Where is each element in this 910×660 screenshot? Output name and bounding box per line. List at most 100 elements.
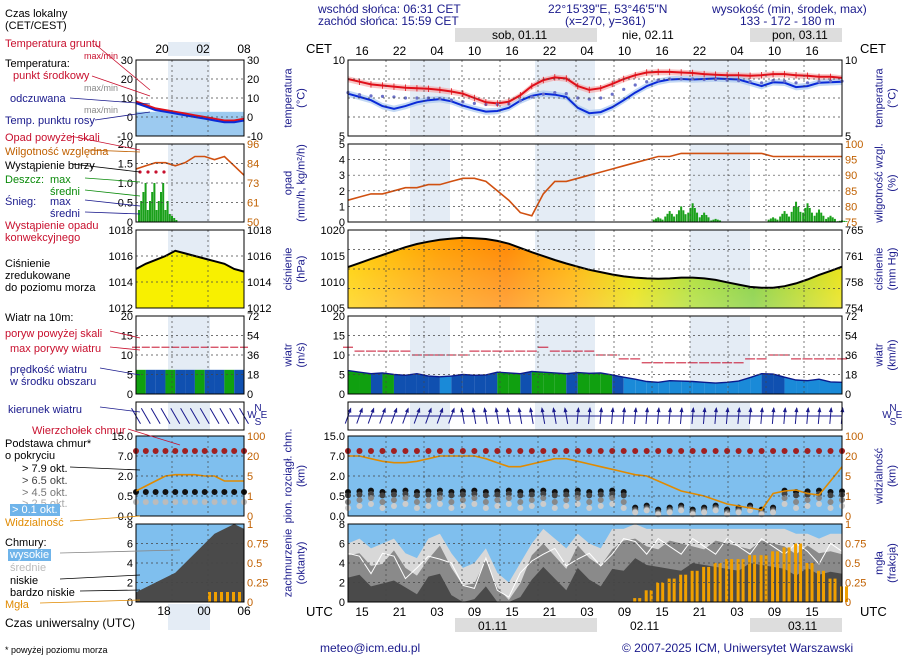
small-wind-area: [136, 369, 146, 394]
small-wind-arrow-shaft: [170, 407, 181, 425]
cloud-top-marker: [540, 448, 547, 454]
cloud-base-marker: [494, 503, 501, 509]
small-wind-area: [214, 369, 225, 394]
cet-label-right: CET: [860, 41, 886, 56]
fog-bar: [759, 555, 763, 602]
legend-leader-line: [127, 428, 181, 446]
rain-bar: [815, 212, 818, 222]
cloud-base-marker: [505, 501, 512, 507]
cloud-top-marker: [620, 448, 627, 454]
wind-arrow-head: [713, 407, 718, 413]
wind-speed-area: [382, 372, 394, 394]
wind-arrow: [656, 407, 661, 425]
wind-right-tick: 72: [845, 311, 857, 323]
cloud-base-marker: [448, 492, 455, 499]
small-cloud-base-marker: [182, 499, 189, 505]
small-wind-arrow-shaft: [189, 407, 200, 425]
rain-bar: [781, 213, 784, 222]
fog-bar: [707, 566, 711, 602]
cloud-base-marker: [448, 499, 455, 505]
small-wind-arrow: [170, 407, 181, 425]
cloud-top-marker: [482, 448, 489, 454]
wind-arrow-head: [427, 407, 432, 413]
wind-arrow-head: [450, 407, 455, 413]
wind-arrow-head: [517, 407, 522, 413]
legend-leader-line: [84, 189, 141, 197]
small-cloud-base-marker: [211, 489, 218, 495]
cloud-top-marker: [666, 448, 673, 454]
small-wind-area: [204, 369, 215, 394]
rain-bar: [687, 212, 690, 222]
cloud-top-marker: [517, 448, 524, 454]
wind-speed-area: [830, 381, 842, 394]
wind-speed-area: [531, 371, 544, 394]
cloud-top-marker: [712, 448, 719, 454]
small-cover-left-tick: 0: [127, 597, 133, 609]
dew-point-marker: [599, 96, 603, 100]
fog-bar: [794, 543, 798, 602]
small-temp-line: [135, 100, 245, 122]
wind-arrow-head: [759, 407, 764, 413]
contact-email[interactable]: meteo@icm.edu.pl: [320, 641, 421, 655]
wind-arrow: [379, 407, 386, 424]
wind-speed-area: [497, 372, 509, 394]
pressure-right-tick: 765: [845, 225, 863, 237]
small-cloud-top-marker: [182, 448, 189, 454]
temp-right-tick: 5: [845, 131, 851, 143]
precip-left-tick: 2: [339, 186, 345, 198]
press-axis-right-line: (mm Hg): [887, 248, 899, 291]
top-day-band: [455, 28, 597, 42]
cloud-base-marker: [678, 507, 685, 514]
wind-left-tick: 5: [339, 370, 345, 382]
wind-speed-area: [370, 372, 383, 394]
wind-speed-area: [577, 372, 590, 394]
wind-arrow: [506, 407, 511, 424]
cover-verylow-area: [348, 558, 842, 602]
wind-axis-left-line: (m/s): [296, 342, 308, 367]
wind-speed-area: [623, 377, 636, 394]
small-rain-bar: [164, 210, 167, 222]
cloud-base-marker: [586, 499, 593, 505]
cloud-base-marker: [597, 491, 604, 498]
fog-bar: [684, 574, 688, 602]
wind-speed-area: [796, 379, 808, 394]
cloud-top-marker: [655, 448, 662, 454]
press-axis-left-line: ciśnienie: [283, 248, 295, 291]
fog-bar: [702, 566, 706, 602]
cloud-top-marker: [471, 448, 478, 454]
pressure-left-tick: 1010: [321, 277, 345, 289]
wind-speed-area: [543, 372, 555, 394]
cloud-base-marker: [367, 501, 374, 507]
rain-bar: [810, 212, 813, 222]
cover-right-tick: 1: [845, 519, 851, 531]
wind-speed-area: [416, 373, 429, 394]
legend-leader-line: [99, 406, 141, 413]
cloud-base-marker: [356, 491, 363, 498]
cloud-base-marker: [356, 503, 363, 509]
rain-bar: [818, 209, 821, 222]
wind-arrow-head: [645, 407, 650, 413]
cloud-left-tick: 0.0: [330, 511, 345, 523]
wind-arrow: [599, 407, 604, 425]
temp-axis-left: temperatura (°C): [283, 67, 308, 127]
utc-tick: 03: [580, 605, 594, 619]
wind-arrow: [413, 407, 421, 424]
small-cloud-base-marker: [162, 489, 169, 495]
small-cloud-left-tick: 0.5: [118, 491, 133, 503]
snow-mean-label: średni: [50, 208, 80, 220]
cloud-base-marker: [528, 503, 535, 509]
wind-arrow-head: [471, 407, 476, 413]
small-precip-left-tick: 0: [127, 217, 133, 229]
rain-bar: [668, 211, 671, 222]
fog-bar: [833, 578, 837, 602]
fog-bar: [810, 563, 814, 602]
cover-left-tick: 4: [339, 558, 345, 570]
small-cloud-top-marker: [221, 448, 228, 454]
utc-tick: 09: [468, 605, 482, 619]
fog-bar: [822, 570, 826, 602]
wind-arrow: [356, 407, 363, 424]
rain-bar: [845, 221, 848, 222]
pressure-right-tick: 761: [845, 251, 863, 263]
wind-arrow: [390, 407, 398, 424]
wind-arrow: [725, 407, 730, 425]
